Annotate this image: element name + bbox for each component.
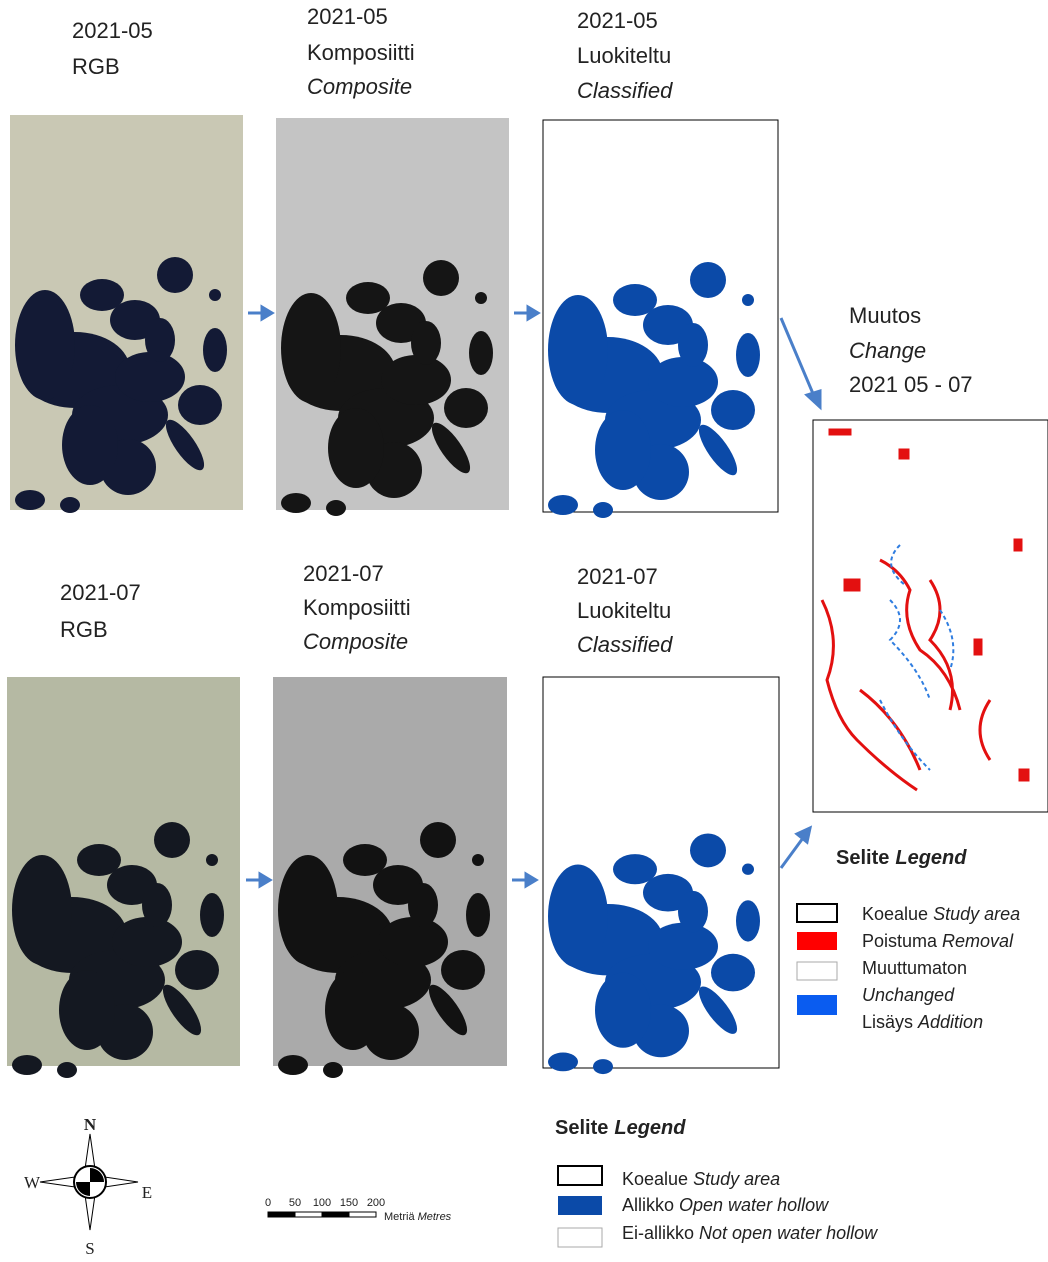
- panel-label: Luokiteltu: [577, 43, 671, 68]
- legend-item: Allikko Open water hollow: [622, 1195, 829, 1215]
- date-label: 2021-07: [303, 561, 384, 586]
- legend-fi: Lisäys: [862, 1012, 913, 1032]
- change-label: Change: [849, 338, 926, 363]
- legend-fi: Muuttumaton: [862, 958, 967, 978]
- scale-label: 50: [289, 1197, 301, 1209]
- legend-en: Unchanged: [862, 985, 955, 1005]
- change-addition: [879, 544, 955, 771]
- legend-swatch: [796, 903, 838, 923]
- scale-unit-en: Metres: [418, 1211, 452, 1223]
- legend-swatch: [796, 961, 838, 981]
- date-label: 2021-07: [60, 580, 141, 605]
- legend-title-fi: Selite: [836, 847, 889, 869]
- scale-label: 100: [313, 1197, 331, 1209]
- compass-label: W: [24, 1173, 41, 1192]
- legend-swatch: [797, 995, 837, 1015]
- legend-en: Not open water hollow: [699, 1223, 878, 1243]
- date-label: 2021-07: [577, 564, 658, 589]
- legend-fi: Poistuma: [862, 931, 938, 951]
- date-label: 2021-05: [577, 8, 658, 33]
- panel-label: Composite: [307, 74, 412, 99]
- scale-label: 200: [367, 1197, 385, 1209]
- scale-label: 0: [265, 1197, 271, 1209]
- legend-title-en: Legend: [614, 1117, 686, 1139]
- legend-fi: Allikko: [622, 1195, 674, 1215]
- panel-label: Komposiitti: [307, 40, 415, 65]
- compass-label: E: [142, 1183, 152, 1202]
- scale-unit-fi: Metriä: [384, 1211, 415, 1223]
- compass-label: N: [84, 1115, 97, 1134]
- legend-en: Study area: [933, 904, 1020, 924]
- scale-unit: Metriä Metres: [384, 1211, 452, 1223]
- panel-label: Composite: [303, 629, 408, 654]
- panel-label: Classified: [577, 78, 673, 103]
- legend-en: Addition: [917, 1012, 983, 1032]
- legend-item: Koealue Study area: [862, 904, 1020, 924]
- legend-item: Ei-allikko Not open water hollow: [622, 1223, 878, 1243]
- legend-swatch: [797, 932, 837, 950]
- change-period: 2021 05 - 07: [849, 372, 973, 397]
- panel-label: RGB: [72, 54, 120, 79]
- legend-title-en: Legend: [895, 847, 967, 869]
- legend-item: Lisäys Addition: [862, 1012, 983, 1032]
- date-label: 2021-05: [307, 4, 388, 29]
- panel-label: RGB: [60, 617, 108, 642]
- legend-fi: Koealue: [622, 1169, 688, 1189]
- arrows: [246, 304, 822, 889]
- change-removal: [820, 428, 1030, 792]
- panel-label: Komposiitti: [303, 595, 411, 620]
- legend-en: Open water hollow: [679, 1195, 829, 1215]
- legend-fi: Koealue: [862, 904, 928, 924]
- legend-title: Selite Legend: [836, 847, 967, 869]
- scale-bar: [267, 1211, 377, 1218]
- legend-title-fi: Selite: [555, 1117, 608, 1139]
- panel-label: Luokiteltu: [577, 598, 671, 623]
- legend-swatch: [558, 1196, 602, 1215]
- legend-fi: Ei-allikko: [622, 1223, 694, 1243]
- change-label: Muutos: [849, 303, 921, 328]
- legend-swatch: [557, 1165, 603, 1186]
- compass-label: S: [85, 1239, 94, 1258]
- legend-swatch: [557, 1227, 603, 1248]
- compass: [39, 1133, 139, 1231]
- date-label: 2021-05: [72, 18, 153, 43]
- legend-title: Selite Legend: [555, 1117, 686, 1139]
- scale-label: 150: [340, 1197, 358, 1209]
- legend-item: Koealue Study area: [622, 1169, 780, 1189]
- legend-en: Study area: [693, 1169, 780, 1189]
- panel-label: Classified: [577, 632, 673, 657]
- change-image: [812, 419, 1048, 813]
- legend-en: Removal: [942, 931, 1014, 951]
- legend-item: Poistuma Removal: [862, 931, 1014, 951]
